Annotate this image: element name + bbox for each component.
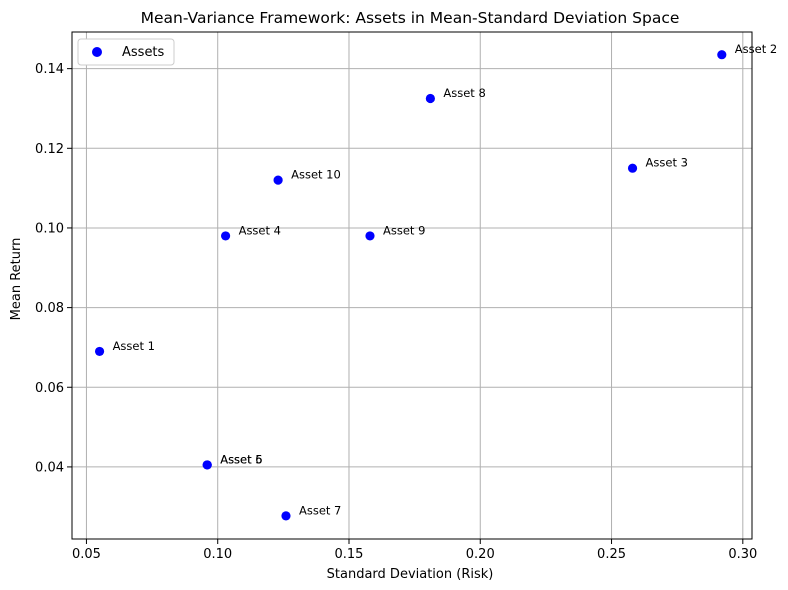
data-point-label: Asset 7	[299, 503, 341, 517]
data-point-label: Asset 5	[220, 452, 262, 466]
y-axis-label: Mean Return	[9, 238, 24, 321]
data-point-label: Asset 1	[113, 339, 155, 353]
x-tick-label: 0.30	[728, 547, 757, 562]
data-point-label: Asset 6	[220, 452, 262, 466]
plot-frame	[71, 31, 753, 540]
data-point	[425, 93, 435, 104]
legend: Assets	[77, 38, 175, 66]
x-tick-label: 0.10	[203, 547, 232, 562]
legend-label: Assets	[122, 45, 165, 60]
y-tick-label: 0.14	[35, 62, 64, 77]
data-point-label: Asset 10	[291, 168, 341, 182]
x-tick-label: 0.15	[335, 547, 364, 562]
y-tick-label: 0.04	[35, 460, 64, 475]
data-point	[281, 511, 291, 521]
data-point	[627, 163, 638, 173]
y-tick-label: 0.10	[35, 221, 64, 236]
x-tick-label: 0.05	[72, 547, 101, 562]
data-point	[202, 460, 212, 470]
x-tick-label: 0.20	[466, 547, 495, 562]
x-tick-label: 0.25	[597, 547, 626, 562]
grid	[72, 32, 752, 539]
axis-ticks: 0.05 0.10 0.15 0.20 0.25 0.30 0.04 0.06 0.08 0.10…	[35, 62, 757, 562]
data-point-label: Asset 2	[735, 42, 777, 56]
data-point	[220, 231, 231, 241]
data-point-label: Asset 3	[646, 156, 688, 170]
data-point	[365, 231, 375, 241]
legend-box	[77, 38, 175, 66]
data-point-label: Asset 8	[443, 86, 485, 100]
y-tick-label: 0.12	[35, 142, 64, 157]
data-point	[273, 175, 283, 185]
data-point-label: Asset 9	[383, 223, 425, 237]
data-point-label: Asset 4	[239, 223, 281, 237]
y-tick-label: 0.08	[35, 301, 64, 316]
data-point	[94, 346, 105, 357]
y-tick-label: 0.06	[35, 381, 64, 396]
data-point	[717, 50, 727, 60]
chart-title: Mean-Variance Framework: Assets in Mean-…	[141, 9, 680, 27]
legend-marker	[92, 47, 102, 57]
data-points	[94, 50, 727, 521]
x-axis-label: Standard Deviation (Risk)	[327, 567, 494, 582]
